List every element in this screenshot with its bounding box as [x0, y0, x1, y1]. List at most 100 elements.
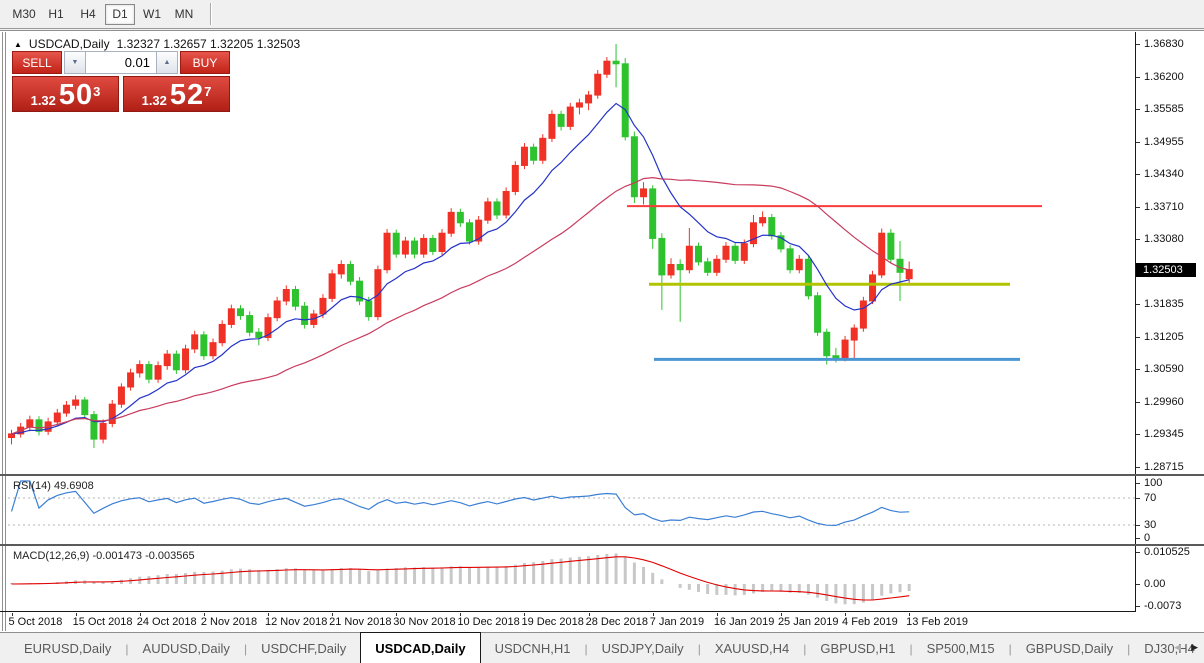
candle-body [731, 245, 739, 261]
candle-body [768, 217, 776, 237]
time-axis-tick [780, 613, 782, 616]
tab-scroll-buttons: ◀ ▶ [1174, 642, 1198, 653]
candle [136, 360, 144, 378]
timeframe-button-w1[interactable]: W1 [143, 7, 161, 21]
candle [786, 245, 794, 274]
time-axis-tick [139, 613, 141, 616]
candle-body [878, 232, 886, 276]
price-axis-label: 1.28715 [1144, 461, 1184, 473]
sell-price-small: 1.32 [30, 93, 56, 108]
candle-body [896, 258, 904, 273]
time-axis-label: 15 Oct 2018 [72, 616, 133, 628]
tab-audusd-daily[interactable]: AUDUSD,Daily [142, 641, 230, 656]
time-axis-label: 30 Nov 2018 [393, 616, 456, 628]
candle-body [841, 339, 849, 359]
collapse-icon[interactable]: ▲ [14, 39, 22, 49]
candle [484, 197, 492, 224]
timeframe-button-d1[interactable]: D1 [105, 3, 135, 25]
candle-body [548, 113, 556, 139]
time-axis-tick [396, 613, 398, 616]
candle [878, 228, 886, 279]
time-axis-label: 25 Jan 2019 [777, 616, 839, 628]
candle [319, 294, 327, 319]
tab-usdcnh-h1[interactable]: USDCNH,H1 [494, 641, 571, 656]
tab-usdcad-daily[interactable]: USDCAD,Daily [360, 632, 481, 663]
macd-pane[interactable]: MACD(12,26,9) -0.001473 -0.003565 [8, 548, 1135, 611]
main-chart-pane[interactable] [8, 33, 1135, 474]
sell-price-big: 50 [58, 79, 94, 111]
sell-price-box[interactable]: 1.32 50 3 [12, 76, 119, 112]
candle-body [264, 317, 272, 338]
candle-body [145, 364, 153, 380]
candle [346, 260, 354, 286]
candle [72, 395, 80, 410]
rsi-pane[interactable]: RSI(14) 49.6908 [8, 478, 1135, 544]
tab-gbpusd-daily[interactable]: GBPUSD,Daily [1025, 641, 1114, 656]
time-axis-label: 28 Dec 2018 [585, 616, 648, 628]
volume-increase-button[interactable]: ▲ [156, 51, 178, 74]
candle-body [90, 414, 98, 440]
time-axis-label: 5 Oct 2018 [8, 616, 63, 628]
candle [127, 368, 135, 391]
tab-xauusd-h4[interactable]: XAUUSD,H4 [714, 641, 790, 656]
time-axis-tick [588, 613, 590, 616]
candle [456, 208, 464, 227]
timeframe-button-h1[interactable]: H1 [48, 7, 64, 21]
volume-decrease-button[interactable]: ▼ [64, 51, 86, 74]
tab-eurusd-daily[interactable]: EURUSD,Daily [24, 641, 112, 656]
candle-body [621, 63, 629, 138]
tab-separator: | [803, 641, 807, 656]
timeframe-button-h4[interactable]: H4 [80, 7, 96, 21]
candle [163, 349, 171, 370]
sell-button[interactable]: SELL [12, 51, 62, 74]
candle-body [704, 261, 712, 273]
tab-gbpusd-h1[interactable]: GBPUSD,H1 [820, 641, 896, 656]
candle-body [291, 289, 299, 307]
candle-body [823, 331, 831, 357]
candle-body [136, 364, 144, 374]
tab-usdchf-daily[interactable]: USDCHF,Daily [261, 641, 347, 656]
volume-input[interactable] [86, 51, 156, 74]
rsi-axis: 100 70 30 0 [1136, 477, 1204, 544]
buy-price-box[interactable]: 1.32 52 7 [123, 76, 230, 112]
candle [640, 182, 648, 205]
chart-title: ▲ USDCAD,Daily 1.32327 1.32657 1.32205 1… [14, 37, 300, 51]
candle [603, 57, 611, 78]
tab-separator: | [909, 641, 913, 656]
tab-sp500-m15[interactable]: SP500,M15 [926, 641, 995, 656]
candle [594, 70, 602, 99]
chart-tabs: EURUSD,Daily | AUDUSD,Daily | USDCHF,Daily US… [10, 632, 1204, 663]
timeframe-button-m30[interactable]: M30 [12, 7, 36, 21]
candle-body [26, 419, 34, 428]
time-axis-label: 16 Jan 2019 [713, 616, 775, 628]
candle-body [585, 94, 593, 104]
candle [749, 214, 757, 248]
price-axis-label: 1.35585 [1144, 102, 1184, 115]
window-left-frame [2, 32, 6, 631]
candle-body [695, 245, 702, 263]
candle [841, 335, 849, 362]
candle [814, 292, 822, 336]
candle-body [218, 323, 226, 344]
chart-tab-bar: EURUSD,Daily | AUDUSD,Daily | USDCHF,Daily US… [0, 632, 1204, 663]
buy-button[interactable]: BUY [180, 51, 230, 74]
timeframe-button-mn[interactable]: MN [174, 7, 194, 21]
tab-scroll-left-icon[interactable]: ◀ [1174, 642, 1182, 652]
candle [896, 241, 904, 301]
candle [218, 320, 226, 347]
price-axis-tick [1136, 402, 1140, 404]
candle [62, 401, 70, 417]
price-axis-tick [1136, 76, 1140, 78]
rsi-axis-tick [1136, 498, 1140, 499]
candle [511, 161, 519, 196]
candle [328, 269, 336, 303]
pane-splitter-rsi[interactable] [0, 474, 1204, 476]
candle [438, 229, 446, 256]
tab-scroll-right-icon[interactable]: ▶ [1191, 642, 1198, 652]
pane-splitter-macd[interactable] [0, 544, 1204, 546]
price-axis-label: 1.31835 [1144, 298, 1184, 311]
macd-axis-label: 0.00 [1144, 578, 1166, 590]
tab-usdjpy-daily[interactable]: USDJPY,Daily [601, 641, 684, 656]
tab-dj30-h4[interactable]: DJ30,H4 [1144, 641, 1195, 656]
time-axis-tick [909, 613, 911, 616]
